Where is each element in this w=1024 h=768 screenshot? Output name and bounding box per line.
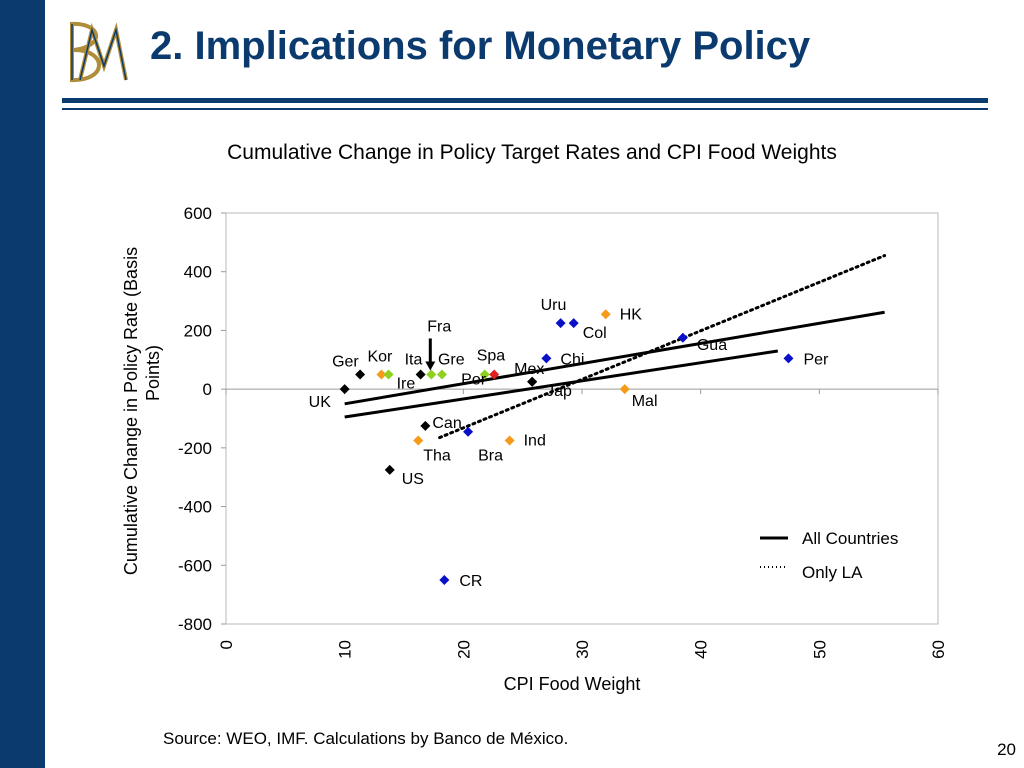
x-tick-label: 10 — [336, 640, 355, 659]
y-tick-label: -600 — [178, 556, 212, 575]
legend-label-0: All Countries — [802, 529, 898, 548]
point-kor — [376, 369, 387, 380]
point-tha — [413, 435, 424, 446]
point-label-hk: HK — [620, 306, 643, 323]
point-uk — [339, 384, 350, 395]
x-tick-label: 0 — [217, 640, 236, 649]
point-us — [384, 464, 395, 475]
trend-line-1 — [344, 349, 779, 419]
y-tick-label: -200 — [178, 439, 212, 458]
point-label-per: Per — [803, 351, 829, 368]
y-tick-label: 0 — [203, 380, 212, 399]
page-number: 20 — [997, 740, 1016, 759]
point-spa — [479, 369, 490, 380]
trend-line-0 — [344, 310, 885, 406]
x-tick-label: 30 — [573, 640, 592, 659]
chart-title: Cumulative Change in Policy Target Rates… — [227, 141, 837, 164]
point-label-bra: Bra — [478, 448, 503, 465]
point-mal — [619, 384, 630, 395]
x-tick-label: 60 — [929, 640, 948, 659]
x-tick-label: 40 — [692, 640, 711, 659]
point-label-por: Por — [461, 371, 487, 388]
point-ind — [504, 435, 515, 446]
point-label-can: Can — [432, 415, 461, 432]
point-per — [783, 353, 794, 364]
x-tick-label: 20 — [454, 640, 473, 659]
y-axis-title: Cumulative Change in Policy Rate (Basis P… — [121, 247, 163, 575]
point-label-chi: Chi — [560, 351, 584, 368]
point-label-gre: Gre — [438, 351, 465, 368]
point-label-ita: Ita — [405, 351, 423, 368]
y-tick-label: 400 — [184, 263, 212, 282]
point-label-cr: CR — [459, 573, 482, 590]
point-jap — [527, 376, 538, 387]
trend-line-2 — [438, 254, 887, 440]
point-label-kor: Kor — [367, 348, 393, 365]
point-por — [489, 369, 500, 380]
x-tick-label: 50 — [810, 640, 829, 659]
point-hk — [600, 309, 611, 320]
point-label-tha: Tha — [423, 448, 451, 465]
point-label-ger: Ger — [332, 353, 359, 370]
legend-label-1: Only LA — [802, 563, 863, 582]
point-label-mex: Mex — [514, 361, 544, 378]
point-uru — [555, 318, 566, 329]
point-col — [568, 318, 579, 329]
point-fra — [426, 369, 437, 380]
x-axis-title: CPI Food Weight — [504, 674, 641, 694]
source-note: Source: WEO, IMF. Calculations by Banco … — [163, 729, 569, 748]
point-gre — [436, 369, 447, 380]
point-ire — [383, 369, 394, 380]
point-bra — [463, 426, 474, 437]
fra-arrow-head — [425, 361, 436, 371]
point-can — [420, 420, 431, 431]
point-label-uk: UK — [309, 394, 332, 411]
point-label-spa: Spa — [477, 347, 506, 364]
point-chi — [541, 353, 552, 364]
point-gua — [677, 332, 688, 343]
y-tick-label: 600 — [184, 204, 212, 223]
y-tick-label: -400 — [178, 498, 212, 517]
point-label-col: Col — [583, 325, 607, 342]
point-label-uru: Uru — [541, 297, 567, 314]
point-label-us: US — [402, 471, 424, 488]
point-cr — [439, 574, 450, 585]
slide-title: 2. Implications for Monetary Policy — [150, 24, 811, 68]
point-label-gua: Gua — [697, 337, 727, 354]
point-label-fra: Fra — [427, 318, 451, 335]
y-tick-label: -800 — [178, 615, 212, 634]
point-ger — [355, 369, 366, 380]
point-ita — [415, 369, 426, 380]
title-rule-thick — [62, 98, 988, 103]
title-rule-thin — [62, 108, 988, 110]
banxico-logo — [69, 21, 128, 83]
point-label-ire: Ire — [397, 375, 416, 392]
point-label-ind: Ind — [524, 433, 546, 450]
sidebar-band — [0, 0, 45, 768]
y-tick-label: 200 — [184, 321, 212, 340]
point-label-jap: Jap — [546, 383, 572, 400]
point-label-mal: Mal — [632, 393, 658, 410]
